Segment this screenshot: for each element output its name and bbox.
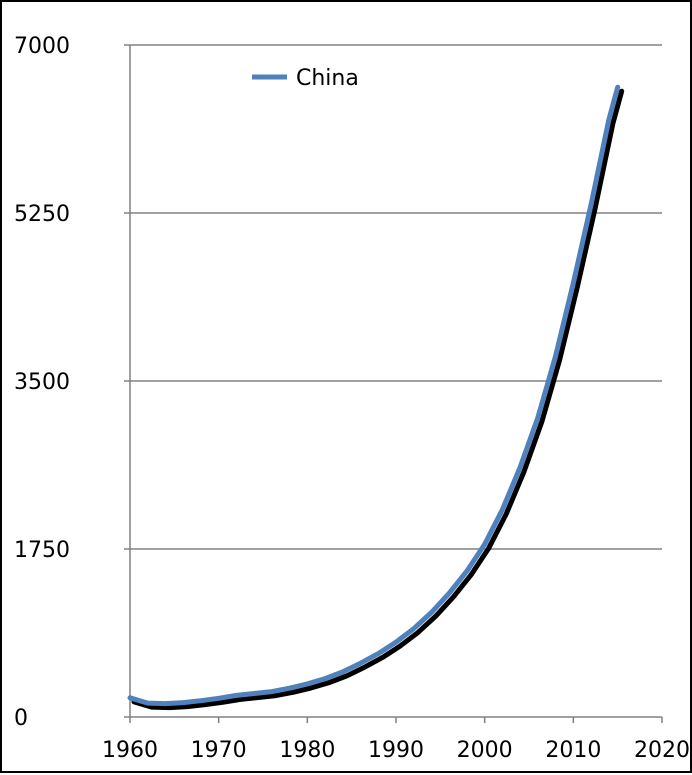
x-tick-label-2010: 2010 [545, 738, 601, 763]
y-tick-label-3500: 3500 [14, 370, 70, 395]
y-tick-label-5250: 5250 [14, 202, 70, 227]
y-tick-label-1750: 1750 [14, 538, 70, 563]
x-tick-label-1990: 1990 [368, 738, 424, 763]
legend: China [252, 66, 359, 91]
x-tick-label-1970: 1970 [191, 738, 247, 763]
series-layer [127, 84, 625, 711]
x-tick-label-2020: 2020 [634, 738, 690, 763]
x-tick-label-2000: 2000 [457, 738, 513, 763]
axis-layer: 0 1750 3500 5250 7000 1960 1970 1980 1990 2000 201… [14, 34, 690, 763]
x-tick-label-1980: 1980 [279, 738, 335, 763]
x-tick-label-1960: 1960 [102, 738, 158, 763]
y-tick-label-7000: 7000 [14, 34, 70, 59]
grid-layer [130, 44, 662, 550]
legend-label-china: China [296, 66, 359, 91]
series-line-china [127, 84, 621, 707]
series-shadow-0 [131, 88, 625, 711]
y-tick-label-0: 0 [14, 706, 28, 731]
